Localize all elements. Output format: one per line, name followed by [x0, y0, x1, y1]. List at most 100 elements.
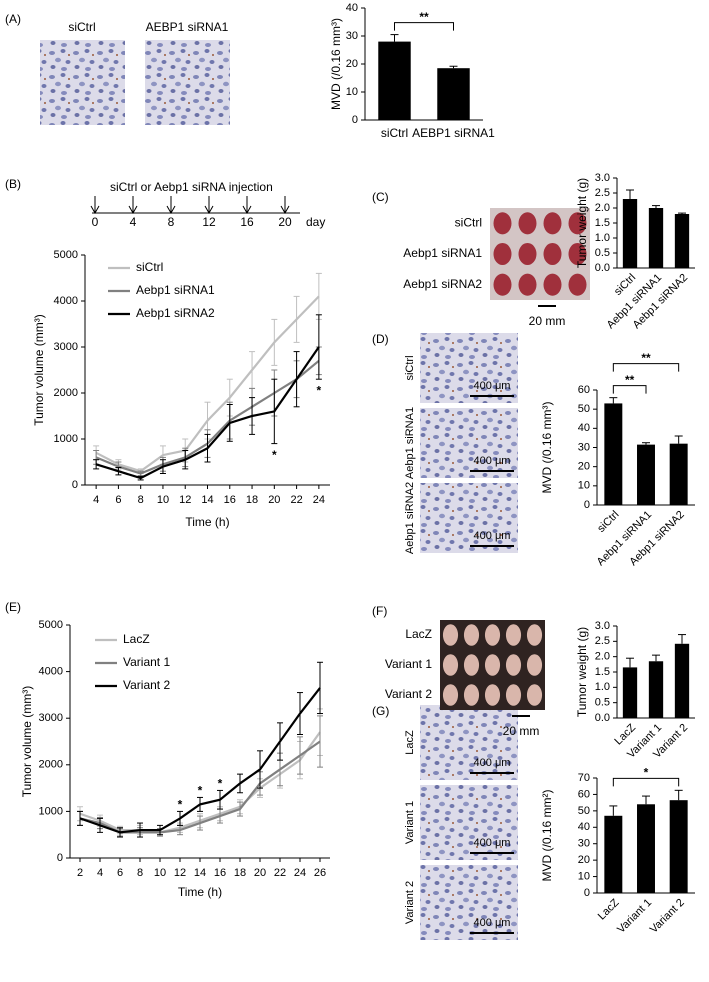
y-tick-label: 1000	[54, 433, 78, 445]
image-label: siCtrl	[68, 20, 95, 34]
y-tick-label: 30	[578, 441, 590, 453]
tumor	[526, 624, 543, 646]
panel-label: (A)	[5, 12, 21, 26]
y-tick-label: 3.0	[595, 620, 610, 632]
x-axis-label: Time (h)	[185, 515, 229, 529]
y-tick-label: 3.0	[595, 172, 610, 184]
y-axis-label: MVD (/0.16 mm²)	[540, 789, 554, 881]
panel-label: (C)	[372, 190, 389, 204]
x-axis-label: Time (h)	[178, 885, 222, 899]
bar	[637, 804, 655, 893]
image-label: Aebp1 siRNA1	[403, 246, 482, 260]
y-tick-label: 2000	[39, 759, 63, 771]
x-tick-label: AEBP1 siRNA1	[412, 126, 495, 140]
timeline-day: 0	[92, 215, 99, 229]
significance-label: *	[644, 765, 649, 779]
tumor	[505, 654, 522, 676]
timeline-day: 4	[130, 215, 137, 229]
tumor	[518, 242, 537, 266]
significance-bracket	[612, 777, 680, 787]
y-axis-label: MVD (/0.16 mm³)	[329, 18, 343, 110]
tumor	[505, 684, 522, 706]
y-tick-label: 40	[578, 422, 590, 434]
tumor	[526, 684, 543, 706]
bar	[669, 443, 688, 505]
y-axis-label: MVD (/0.16 mm³)	[540, 401, 554, 493]
timeline-day: 12	[202, 215, 216, 229]
image-label: AEBP1 siRNA1	[146, 20, 229, 34]
tumor	[442, 624, 459, 646]
significance-label: **	[641, 351, 651, 365]
tumor	[543, 273, 562, 296]
timeline-day: 8	[168, 215, 175, 229]
image-label: Aebp1 siRNA2	[404, 482, 416, 554]
arrow-head	[242, 205, 252, 215]
significance-label: **	[625, 373, 635, 387]
y-tick-label: 10	[346, 86, 358, 98]
y-axis-label: Tumor volume (mm³)	[32, 314, 46, 426]
tumor	[568, 212, 587, 235]
y-tick-label: 0	[584, 499, 590, 511]
y-tick-label: 60	[578, 788, 590, 800]
x-tick-label: 8	[137, 867, 143, 879]
x-tick-label: 22	[290, 494, 302, 506]
image-label: siCtrl	[404, 355, 416, 380]
y-axis-label: Tumor volume (mm³)	[20, 686, 34, 798]
arrow-head	[166, 205, 176, 215]
y-tick-label: 2000	[54, 387, 78, 399]
y-tick-label: 3000	[54, 341, 78, 353]
scale-label: 400 μm	[474, 455, 511, 467]
image-label: Aebp1 siRNA1	[404, 407, 416, 479]
timeline-unit: day	[306, 215, 325, 229]
x-tick-label: siCtrl	[595, 509, 621, 535]
bar	[604, 815, 623, 893]
x-tick-label: 4	[97, 867, 103, 879]
image-label: LacZ	[405, 627, 432, 641]
y-tick-label: 2.5	[595, 635, 610, 647]
significance-bracket	[612, 363, 680, 372]
panel-label: (F)	[372, 604, 387, 618]
bar	[378, 41, 411, 120]
x-tick-label: 6	[117, 867, 123, 879]
image-label: siCtrl	[455, 216, 482, 230]
arrow-head	[90, 205, 100, 215]
tumor	[463, 684, 480, 706]
x-tick-label: 24	[294, 867, 306, 879]
y-tick-label: 0.0	[595, 262, 610, 274]
bar	[637, 444, 655, 505]
y-tick-label: 3000	[39, 712, 63, 724]
tumor	[543, 212, 562, 235]
tumor	[493, 212, 512, 235]
legend-label: Variant 1	[123, 655, 170, 669]
panel-label: (G)	[372, 704, 389, 718]
y-tick-label: 20	[578, 461, 590, 473]
bar	[622, 667, 638, 718]
tumor	[463, 624, 480, 646]
x-tick-label: 6	[115, 494, 121, 506]
tumor	[493, 242, 512, 266]
y-tick-label: 40	[578, 821, 590, 833]
legend-label: Aebp1 siRNA1	[136, 283, 215, 297]
micrograph	[420, 333, 518, 403]
x-tick-label: 20	[268, 494, 280, 506]
x-tick-label: siCtrl	[381, 126, 408, 140]
timeline-day: 16	[240, 215, 254, 229]
x-tick-label: 22	[274, 867, 286, 879]
x-tick-label: LacZ	[596, 897, 622, 923]
scale-label: 400 μm	[474, 380, 511, 392]
legend-label: Variant 2	[123, 678, 170, 692]
tumor	[526, 654, 543, 676]
tumor	[518, 212, 537, 235]
timeline-day: 20	[278, 215, 292, 229]
image-label: Variant 2	[385, 687, 432, 701]
significance-bracket	[612, 385, 647, 394]
bar	[669, 800, 688, 893]
bar	[674, 643, 690, 718]
scale-label: 20 mm	[503, 724, 540, 738]
y-tick-label: 1.0	[595, 232, 610, 244]
x-tick-label: 26	[314, 867, 326, 879]
y-tick-label: 4000	[54, 295, 78, 307]
y-tick-label: 2.0	[595, 651, 610, 663]
y-tick-label: 1.0	[595, 681, 610, 693]
